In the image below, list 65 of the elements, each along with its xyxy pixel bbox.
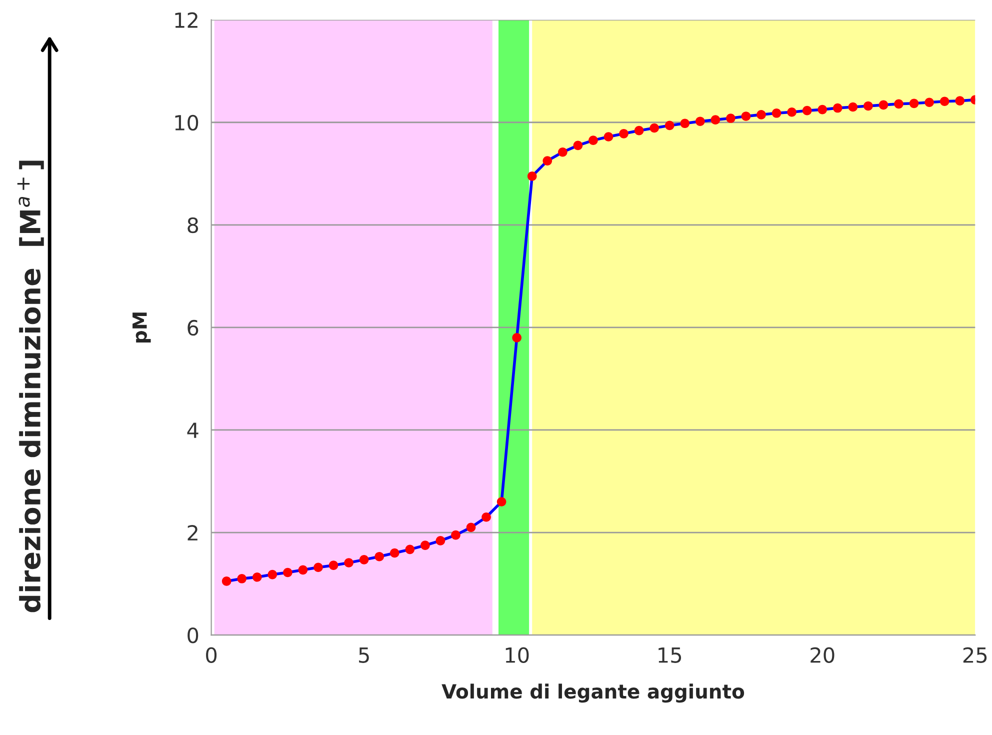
point	[222, 576, 232, 586]
point	[527, 172, 537, 181]
point	[726, 114, 736, 123]
y-tick-label: 8	[188, 217, 198, 234]
point	[787, 107, 796, 117]
point	[940, 96, 950, 106]
point	[894, 99, 904, 109]
x-tick-label: 15	[658, 647, 682, 663]
point	[573, 140, 583, 150]
x-tick-label: 10	[506, 647, 529, 663]
y-tick-label: 2	[188, 524, 198, 540]
point	[374, 552, 384, 562]
point	[634, 126, 644, 136]
y-tick-label: 6	[188, 320, 198, 336]
point	[451, 530, 460, 540]
x-tick-label: 25	[963, 647, 987, 663]
x-axis-title: Volume di legante aggiunto	[442, 684, 744, 703]
point	[832, 103, 842, 113]
point	[344, 558, 354, 568]
point	[283, 568, 292, 578]
point	[818, 104, 828, 114]
point	[512, 333, 522, 342]
point	[298, 565, 308, 575]
y-tick-label: 4	[187, 422, 198, 438]
point	[924, 98, 934, 108]
point	[405, 544, 415, 554]
point	[864, 101, 873, 111]
point	[710, 115, 720, 124]
point	[466, 522, 476, 532]
point	[878, 100, 888, 110]
point	[328, 560, 338, 570]
point	[741, 112, 751, 121]
point	[772, 108, 782, 118]
point	[314, 562, 323, 572]
point	[756, 110, 766, 120]
point	[695, 116, 705, 126]
point	[680, 118, 690, 128]
point	[252, 572, 262, 582]
point	[848, 102, 858, 112]
x-tick-label: 20	[810, 647, 834, 663]
point	[482, 512, 491, 522]
x-tick-label: 0	[206, 647, 217, 663]
point	[802, 106, 812, 116]
point	[619, 129, 628, 138]
point	[359, 555, 369, 564]
point	[542, 156, 552, 166]
point	[390, 548, 400, 558]
text: direzione diminuzione [M$^{a+}$]	[17, 160, 44, 612]
y-tick-label: 0	[188, 627, 198, 644]
point	[420, 540, 430, 550]
x-tick-label: 5	[359, 647, 369, 663]
point	[496, 497, 506, 506]
point	[650, 123, 659, 133]
point	[955, 96, 965, 106]
point	[909, 98, 919, 108]
point	[664, 120, 674, 130]
point	[436, 536, 446, 546]
y-tick-label: 10	[175, 114, 198, 131]
y-tick-label: 12	[175, 12, 198, 28]
point	[588, 136, 598, 145]
y-axis-title: pM	[132, 312, 151, 342]
point	[268, 570, 278, 580]
point	[237, 574, 247, 584]
point	[558, 147, 568, 157]
point	[604, 132, 614, 142]
